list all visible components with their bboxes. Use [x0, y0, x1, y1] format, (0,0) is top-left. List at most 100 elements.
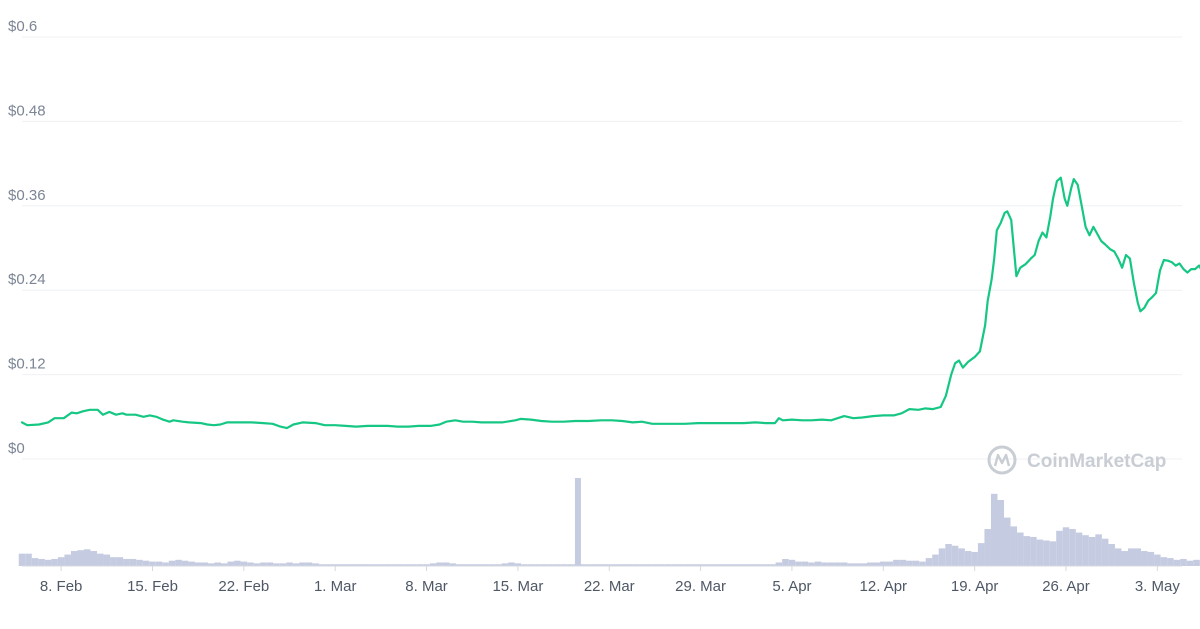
- volume-bar: [397, 564, 404, 566]
- volume-bar: [482, 564, 489, 566]
- volume-bar: [1154, 554, 1161, 566]
- volume-bar: [749, 564, 757, 566]
- volume-bar: [253, 563, 261, 566]
- volume-bar: [18, 553, 26, 566]
- volume-bar: [605, 564, 613, 566]
- volume-bar: [273, 563, 280, 566]
- volume-bar: [384, 564, 391, 566]
- volume-bar: [1010, 526, 1018, 566]
- volume-bar: [240, 561, 248, 566]
- volume-bar: [312, 563, 319, 566]
- volume-bar: [1108, 544, 1115, 566]
- volume-bar: [514, 563, 522, 566]
- volume-bar: [188, 561, 195, 566]
- volume-bar: [684, 564, 691, 566]
- volume-bar: [129, 558, 137, 566]
- volume-bar: [547, 564, 554, 566]
- volume-bar: [625, 564, 633, 566]
- volume-bar: [234, 560, 241, 566]
- volume-bar: [756, 564, 763, 566]
- volume-bar: [31, 558, 39, 566]
- volume-bar: [429, 563, 437, 566]
- volume-bar: [371, 564, 378, 566]
- y-tick-label: $0.24: [8, 271, 46, 288]
- volume-bar: [925, 558, 933, 566]
- volume-bar: [1160, 557, 1168, 566]
- volume-bar: [1095, 534, 1102, 566]
- volume-bar: [292, 563, 300, 566]
- volume-bar: [951, 545, 959, 566]
- volume-bar: [880, 561, 887, 566]
- volume-bar: [364, 564, 372, 566]
- volume-bar: [442, 562, 450, 566]
- volume-bar: [162, 562, 169, 566]
- volume-bar: [899, 559, 907, 566]
- volume-bar: [475, 564, 483, 566]
- volume-bar: [671, 564, 678, 566]
- x-tick-label: 19. Apr: [951, 578, 999, 595]
- volume-bar: [436, 562, 443, 566]
- coinmarketcap-logo-icon: [987, 445, 1017, 475]
- volume-bar: [762, 564, 770, 566]
- volume-bar: [697, 564, 704, 566]
- volume-bar: [410, 564, 417, 566]
- volume-bar: [51, 558, 58, 566]
- volume-bar: [912, 560, 920, 566]
- volume-bar: [175, 559, 182, 566]
- volume-bar: [508, 562, 515, 566]
- volume-bar: [142, 560, 150, 566]
- volume-bar: [703, 564, 711, 566]
- volume-bar: [638, 564, 646, 566]
- volume-bar: [1036, 539, 1044, 566]
- volume-bar: [1088, 536, 1096, 566]
- volume-bar: [866, 562, 874, 566]
- volume-bar: [540, 564, 548, 566]
- volume-bar: [840, 562, 848, 566]
- volume-bar: [984, 529, 991, 566]
- x-tick-label: 1. Mar: [314, 578, 357, 595]
- volume-bar: [1004, 517, 1011, 566]
- volume-bar: [1134, 548, 1142, 566]
- volume-bar: [1075, 532, 1083, 566]
- volume-bar: [168, 560, 176, 566]
- volume-bar: [325, 564, 332, 566]
- volume-bars: [18, 478, 1200, 566]
- x-tick-label: 22. Mar: [584, 578, 635, 595]
- volume-bar: [1062, 527, 1070, 566]
- volume-bar: [853, 563, 861, 566]
- volume-bar: [116, 557, 124, 566]
- volume-bar: [1167, 558, 1174, 566]
- volume-bar: [1030, 536, 1037, 566]
- volume-bar: [736, 564, 744, 566]
- volume-bar: [1186, 560, 1194, 566]
- volume-bar: [906, 560, 913, 566]
- volume-bar: [194, 562, 202, 566]
- volume-bar: [579, 564, 587, 566]
- volume-bar: [521, 564, 528, 566]
- volume-bar: [155, 561, 163, 566]
- volume-bar: [390, 564, 398, 566]
- volume-bar: [1114, 548, 1122, 566]
- x-tick-label: 15. Feb: [127, 578, 178, 595]
- volume-bar: [632, 564, 639, 566]
- volume-bar: [416, 564, 424, 566]
- y-tick-label: $0.36: [8, 187, 46, 204]
- volume-bar: [1147, 551, 1155, 566]
- volume-bar: [586, 564, 593, 566]
- volume-bar: [266, 562, 274, 566]
- volume-bar: [893, 559, 900, 566]
- volume-bar: [318, 564, 326, 566]
- y-axis: $0 $0.12 $0.24 $0.36 $0.48 $0.6: [8, 18, 46, 457]
- coinmarketcap-watermark: CoinMarketCap: [987, 445, 1166, 475]
- volume-bar: [658, 564, 665, 566]
- watermark-text: CoinMarketCap: [1027, 451, 1166, 472]
- volume-bar: [468, 564, 476, 566]
- volume-bar: [1141, 551, 1148, 566]
- y-tick-label: $0.48: [8, 102, 46, 119]
- volume-bar: [110, 557, 117, 566]
- volume-bar: [488, 564, 496, 566]
- volume-bar: [83, 549, 91, 566]
- volume-bar: [103, 554, 111, 566]
- volume-bar: [834, 562, 841, 566]
